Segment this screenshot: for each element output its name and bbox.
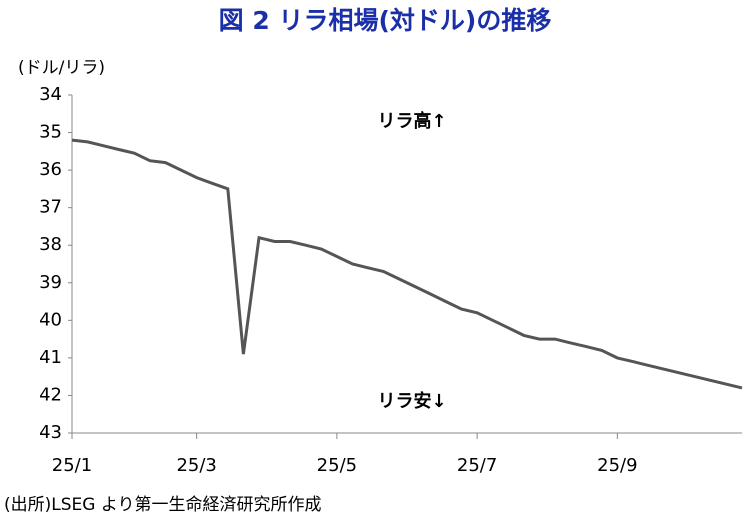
series-line <box>71 138 743 390</box>
y-tick-label: 42 <box>39 384 62 405</box>
x-tick-label: 25/1 <box>52 455 92 476</box>
x-tick-label: 25/7 <box>457 455 497 476</box>
x-tick-label: 25/5 <box>317 455 357 476</box>
y-tick-label: 36 <box>39 159 62 180</box>
source-note: (出所)LSEG より第一生命経済研究所作成 <box>4 495 322 515</box>
y-tick-label: 39 <box>39 272 62 293</box>
y-axis-label: (ドル/リラ) <box>18 58 105 78</box>
y-tick-label: 35 <box>39 122 62 143</box>
chart-title: 図 2 リラ相場(対ドル)の推移 <box>219 6 552 35</box>
y-tick-label: 38 <box>39 234 62 255</box>
y-tick-label: 40 <box>39 309 62 330</box>
x-tick-label: 25/9 <box>597 455 637 476</box>
y-tick-label: 34 <box>39 84 62 105</box>
annotation: リラ安↓ <box>377 390 446 412</box>
x-tick-label: 25/3 <box>176 455 216 476</box>
annotation: リラ高↑ <box>377 110 446 132</box>
y-tick-label: 41 <box>39 347 62 368</box>
y-tick-label: 37 <box>39 197 62 218</box>
y-tick-label: 43 <box>39 422 62 443</box>
